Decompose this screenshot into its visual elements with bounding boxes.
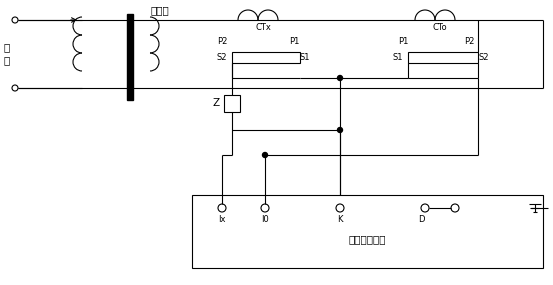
- Bar: [192, 195, 543, 268]
- Circle shape: [337, 76, 342, 80]
- Text: Z: Z: [212, 98, 220, 108]
- Text: I0: I0: [261, 215, 269, 223]
- Text: S2: S2: [479, 52, 489, 62]
- Text: CTx: CTx: [255, 23, 271, 32]
- Text: S1: S1: [393, 52, 403, 62]
- Polygon shape: [127, 14, 133, 100]
- Text: 互感器校验仪: 互感器校验仪: [349, 235, 386, 245]
- Text: P1: P1: [398, 38, 408, 46]
- Text: CTo: CTo: [432, 23, 447, 32]
- Text: P2: P2: [217, 38, 227, 46]
- Circle shape: [263, 152, 268, 158]
- Text: Ix: Ix: [218, 215, 226, 223]
- Text: 升流器: 升流器: [150, 5, 169, 15]
- Text: 电
源: 电 源: [4, 42, 11, 66]
- Bar: [224, 95, 240, 112]
- Text: S2: S2: [217, 52, 227, 62]
- Bar: [408, 52, 478, 63]
- Circle shape: [337, 127, 342, 133]
- Text: K: K: [337, 215, 343, 223]
- Bar: [232, 52, 300, 63]
- Text: P2: P2: [464, 38, 474, 46]
- Text: D: D: [418, 215, 424, 223]
- Text: S1: S1: [300, 52, 310, 62]
- Text: P1: P1: [289, 38, 299, 46]
